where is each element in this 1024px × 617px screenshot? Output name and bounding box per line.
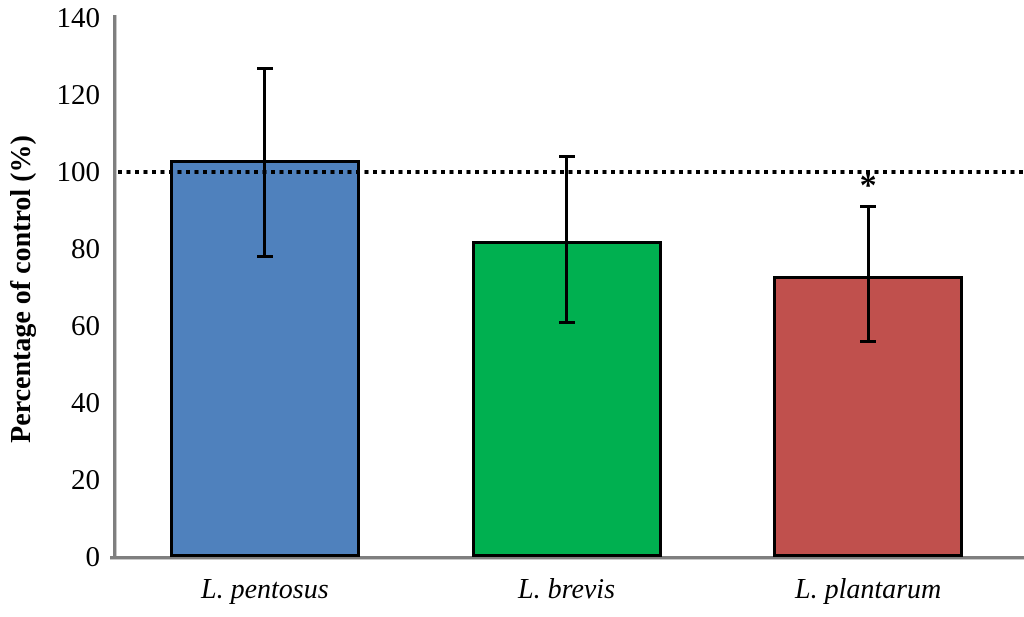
error-bar-cap bbox=[558, 155, 575, 159]
x-category-label: L. brevis bbox=[518, 574, 615, 605]
error-bar-line bbox=[866, 206, 870, 342]
error-bar-cap bbox=[256, 66, 273, 70]
y-tick-label: 40 bbox=[71, 387, 100, 419]
x-category-label: L. plantarum bbox=[795, 574, 942, 605]
y-tick-label: 0 bbox=[85, 541, 101, 573]
error-bar-cap bbox=[860, 205, 877, 209]
significance-asterisk: * bbox=[859, 166, 877, 204]
error-bar-line bbox=[263, 68, 267, 257]
y-tick-label: 100 bbox=[56, 156, 101, 188]
error-bar-line bbox=[565, 156, 568, 323]
error-bar-cap bbox=[860, 339, 877, 343]
error-bar-cap bbox=[558, 320, 575, 324]
reference-line-100-percent bbox=[118, 170, 1024, 174]
y-tick-label: 60 bbox=[71, 310, 100, 342]
y-tick-label: 80 bbox=[71, 233, 100, 265]
y-tick-label: 120 bbox=[56, 79, 101, 111]
y-axis-line bbox=[113, 15, 116, 558]
x-axis-line bbox=[110, 556, 1024, 559]
x-category-label: L. pentosus bbox=[201, 574, 329, 605]
y-tick-label: 20 bbox=[71, 464, 100, 496]
error-bar-cap bbox=[256, 255, 273, 259]
y-tick-label: 140 bbox=[56, 2, 101, 34]
